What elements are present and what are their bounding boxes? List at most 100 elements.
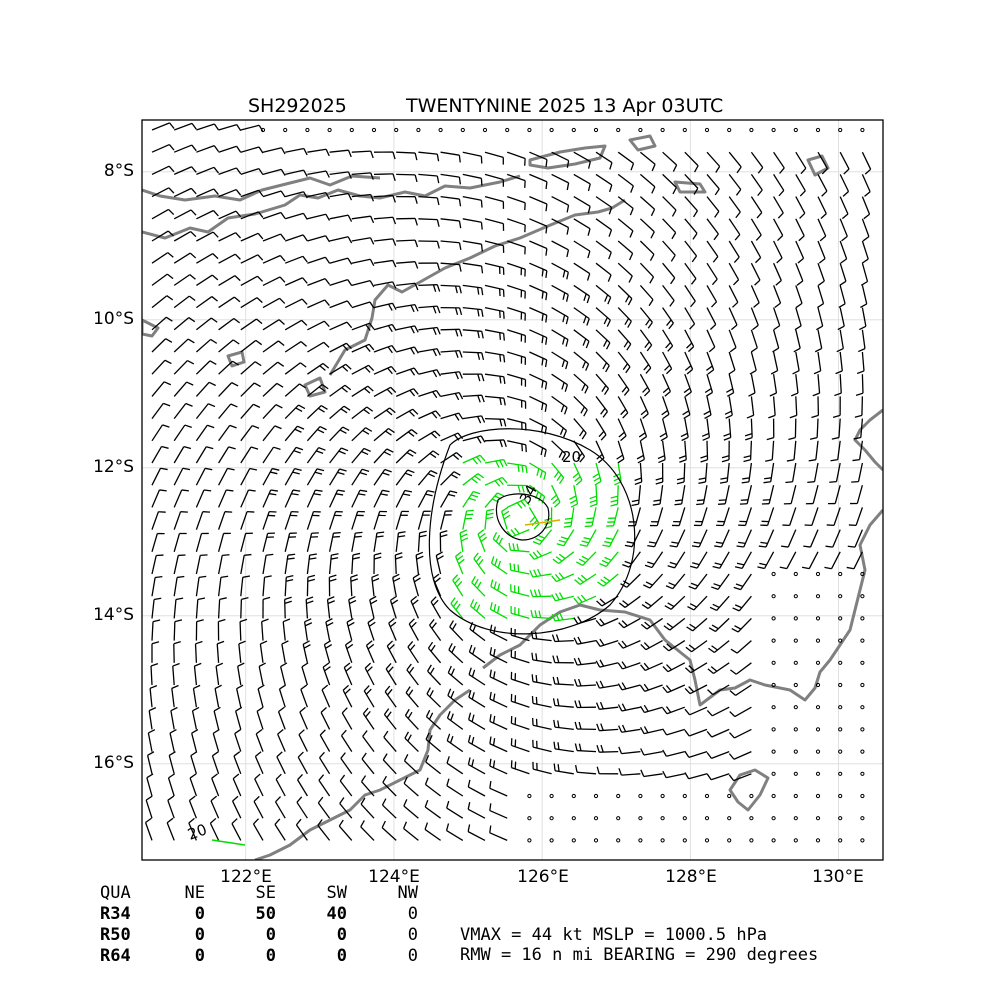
wind-barb-feather bbox=[297, 751, 304, 758]
wind-barb-feather bbox=[618, 431, 625, 438]
wind-barb-feather bbox=[579, 429, 585, 437]
wind-barb-feather bbox=[521, 485, 525, 493]
wind-barb-feather bbox=[711, 586, 719, 591]
wind-barb bbox=[373, 238, 393, 242]
wind-barb-feather bbox=[213, 188, 219, 195]
wind-barb-feather bbox=[404, 472, 413, 477]
wind-barb bbox=[790, 485, 797, 504]
wind-barb-feather bbox=[190, 751, 198, 757]
wind-barb bbox=[435, 555, 442, 575]
wind-barb bbox=[772, 374, 778, 394]
wind-barb bbox=[417, 511, 425, 530]
wind-barb-feather bbox=[687, 606, 695, 611]
wind-barb-feather bbox=[604, 556, 612, 561]
wind-barb-feather bbox=[208, 403, 216, 408]
wind-barb bbox=[532, 724, 552, 731]
wind-barb bbox=[195, 599, 199, 619]
calm-dot bbox=[394, 127, 399, 133]
wind-barb bbox=[684, 173, 699, 189]
wind-barb bbox=[617, 373, 630, 391]
wind-barb-feather bbox=[707, 689, 714, 696]
wind-barb bbox=[795, 218, 805, 237]
wind-barb bbox=[728, 374, 735, 393]
wind-barb-feather bbox=[436, 369, 442, 377]
wind-barb bbox=[706, 151, 721, 167]
wind-barb-feather bbox=[376, 531, 385, 534]
wind-barb-feather bbox=[665, 368, 673, 375]
calm-dot bbox=[815, 793, 821, 799]
wind-barb-feather bbox=[309, 557, 317, 560]
wind-barb bbox=[678, 507, 686, 526]
wind-barb-feather bbox=[798, 235, 805, 242]
wind-barb bbox=[579, 573, 597, 585]
wind-barb bbox=[237, 666, 242, 686]
wind-barb bbox=[617, 351, 631, 368]
wind-barb bbox=[430, 601, 442, 619]
wind-barb bbox=[507, 462, 527, 467]
wind-barb bbox=[281, 643, 286, 663]
wind-barb-feather bbox=[300, 341, 308, 347]
wind-barb bbox=[608, 529, 619, 547]
wind-barb bbox=[763, 551, 775, 569]
wind-barb-feather bbox=[620, 435, 627, 442]
wind-barb bbox=[383, 736, 397, 753]
wind-barb bbox=[507, 395, 526, 403]
wind-barb-feather bbox=[327, 600, 335, 605]
wind-barb-feather bbox=[647, 544, 655, 548]
wind-barb bbox=[396, 282, 416, 287]
wind-barb-feather bbox=[714, 562, 722, 566]
wind-barb-feather bbox=[480, 200, 483, 208]
wind-barb bbox=[511, 744, 530, 753]
wind-barb-feather bbox=[236, 124, 242, 132]
wind-barb-feather bbox=[843, 168, 850, 175]
wind-barb bbox=[218, 489, 227, 508]
wind-barb-feather bbox=[684, 729, 690, 737]
wind-barb-feather bbox=[386, 640, 394, 647]
wind-barb bbox=[621, 684, 641, 691]
wind-barb-feather bbox=[799, 212, 806, 219]
wind-barb bbox=[612, 507, 619, 526]
wind-barb bbox=[151, 359, 166, 375]
wind-barb-feather bbox=[499, 459, 504, 468]
wind-barb bbox=[639, 329, 653, 346]
wind-barb bbox=[195, 446, 207, 464]
wind-barb-feather bbox=[581, 432, 587, 440]
wind-barb bbox=[218, 275, 236, 286]
wind-barb-feather bbox=[535, 674, 538, 683]
wind-barb-feather bbox=[495, 460, 500, 468]
wind-barb bbox=[489, 787, 508, 797]
calm-dot bbox=[704, 127, 710, 133]
r50-sw: 0 bbox=[337, 925, 347, 945]
wind-barb-feather bbox=[552, 558, 560, 564]
wind-barb bbox=[772, 285, 782, 304]
wind-barb-feather bbox=[432, 306, 437, 314]
wind-barb bbox=[262, 190, 282, 198]
wind-barb bbox=[793, 440, 797, 460]
wind-barb bbox=[343, 667, 353, 686]
wind-barb-feather bbox=[165, 338, 173, 343]
lon-tick-128: 128°E bbox=[665, 867, 717, 887]
wind-barb-feather bbox=[458, 286, 462, 294]
wind-barb-feather bbox=[147, 751, 155, 756]
wind-barb bbox=[599, 750, 619, 753]
wind-barb bbox=[319, 734, 331, 752]
wind-barb-feather bbox=[234, 253, 241, 260]
wind-barb-feather bbox=[503, 376, 506, 385]
wind-barb-feather bbox=[468, 667, 472, 675]
wind-barb-feather bbox=[427, 490, 435, 493]
wind-barb bbox=[728, 196, 741, 213]
calm-dot bbox=[771, 816, 776, 821]
wind-barb-feather bbox=[287, 553, 296, 556]
wind-barb-feather bbox=[489, 669, 492, 677]
wind-barb-feather bbox=[227, 467, 235, 471]
wind-barb bbox=[839, 374, 842, 394]
summary-vmax-mslp: VMAX = 44 kt MSLP = 1000.5 hPa bbox=[460, 925, 767, 945]
wind-barb bbox=[418, 218, 438, 221]
wind-barb bbox=[329, 426, 344, 442]
wind-barb bbox=[373, 386, 391, 397]
wind-barb-feather bbox=[707, 668, 714, 675]
wind-barb bbox=[348, 599, 353, 619]
wind-barb-feather bbox=[389, 407, 396, 414]
wind-barb-feather bbox=[447, 665, 452, 673]
wind-barb-feather bbox=[733, 256, 740, 263]
